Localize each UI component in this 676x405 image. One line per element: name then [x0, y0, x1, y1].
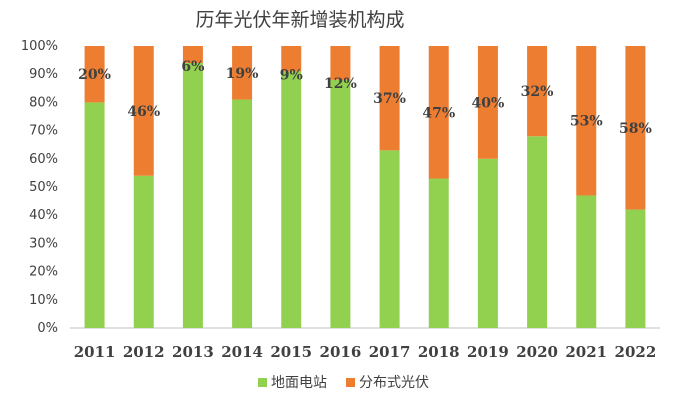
y-tick-label: 20% [29, 265, 58, 280]
data-label: 32% [521, 84, 554, 100]
y-tick-label: 50% [29, 180, 58, 195]
bar-distributed-pv [576, 46, 597, 196]
bar-ground-station [133, 175, 154, 328]
data-label: 12% [324, 76, 357, 92]
x-tick-label: 2018 [418, 343, 460, 361]
bar-distributed-pv [477, 46, 498, 159]
bar-ground-station [182, 62, 203, 329]
legend-swatch-ground-station [258, 378, 267, 387]
x-tick-label: 2011 [74, 343, 116, 361]
bar-ground-station [281, 71, 302, 328]
bars [84, 46, 646, 329]
data-label: 46% [127, 104, 160, 120]
y-tick-label: 0% [37, 321, 58, 336]
x-tick-label: 2016 [320, 343, 362, 361]
y-axis: 0% 10% 20% 30% 40% 50% 60% 70% 80% 90% 100% [21, 39, 58, 336]
bar-distributed-pv [625, 46, 646, 210]
data-label: 6% [181, 59, 204, 75]
x-axis: 2011 2012 2013 2014 2015 2016 2017 2018 2019 2020… [74, 343, 657, 361]
legend-label-distributed-pv: 分布式光伏 [359, 375, 429, 391]
data-label: 37% [373, 91, 406, 107]
x-tick-label: 2022 [615, 343, 657, 361]
y-tick-label: 70% [29, 124, 58, 139]
x-tick-label: 2017 [369, 343, 411, 361]
data-label: 40% [472, 95, 505, 111]
bar-ground-station [625, 209, 646, 328]
bar-ground-station [84, 102, 105, 329]
bar-ground-station [428, 178, 449, 328]
bar-distributed-pv [84, 46, 105, 103]
y-tick-label: 30% [29, 236, 58, 251]
data-label: 20% [78, 67, 111, 83]
x-tick-label: 2021 [565, 343, 607, 361]
legend-swatch-distributed-pv [346, 378, 355, 387]
y-tick-label: 90% [29, 67, 58, 82]
x-tick-label: 2014 [221, 343, 263, 361]
y-tick-label: 10% [29, 293, 58, 308]
bar-distributed-pv [133, 46, 154, 176]
bar-ground-station [330, 79, 351, 328]
data-label: 47% [422, 105, 455, 121]
bar-ground-station [477, 158, 498, 328]
y-tick-label: 100% [21, 39, 58, 54]
x-tick-label: 2012 [123, 343, 165, 361]
data-label: 53% [570, 114, 603, 130]
chart-title: 历年光伏年新增装机构成 [195, 9, 404, 31]
x-tick-label: 2015 [270, 343, 312, 361]
bar-ground-station [576, 195, 597, 328]
x-tick-label: 2013 [172, 343, 214, 361]
bar-ground-station [379, 150, 400, 328]
bar-ground-station [232, 99, 253, 328]
bar-distributed-pv [379, 46, 400, 151]
y-tick-label: 60% [29, 152, 58, 167]
x-tick-label: 2019 [467, 343, 509, 361]
data-label: 58% [619, 121, 652, 137]
bar-distributed-pv [281, 46, 302, 72]
legend-label-ground-station: 地面电站 [271, 375, 327, 391]
x-tick-label: 2020 [516, 343, 558, 361]
data-labels: 20% 46% 6% 19% 9% 12% 37% 47% 40% 32% 53% 58% [78, 59, 652, 137]
legend: 地面电站 分布式光伏 [258, 375, 429, 391]
bar-distributed-pv [232, 46, 253, 100]
bar-distributed-pv [428, 46, 449, 179]
bar-ground-station [527, 136, 548, 328]
bar-distributed-pv [182, 46, 203, 63]
y-tick-label: 80% [29, 95, 58, 110]
bar-distributed-pv [330, 46, 351, 80]
data-label: 19% [226, 66, 259, 82]
y-tick-label: 40% [29, 208, 58, 223]
data-label: 9% [280, 67, 303, 83]
bar-distributed-pv [527, 46, 548, 137]
